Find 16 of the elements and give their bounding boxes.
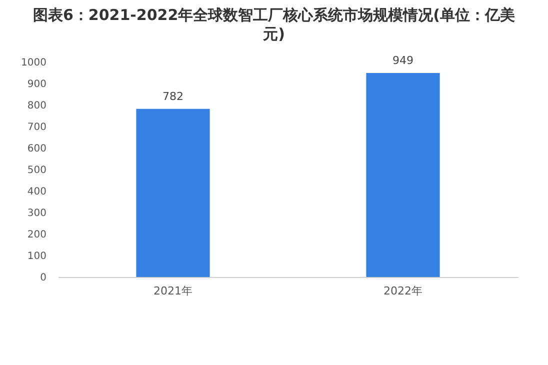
y-tick-label: 900 [27, 79, 46, 90]
y-tick-label: 100 [27, 251, 46, 262]
y-tick-label: 0 [40, 272, 46, 284]
y-tick-label: 400 [27, 186, 46, 198]
x-tick-label: 2021年 [154, 284, 192, 298]
data-label: 949 [392, 54, 414, 67]
y-tick-label: 800 [27, 100, 46, 112]
x-tick-label: 2022年 [384, 284, 422, 298]
y-tick-label: 1000 [21, 58, 46, 68]
chart-title: 图表6：2021-2022年全球数智工厂核心系统市场规模情况(单位：亿美元) [32, 6, 516, 44]
y-tick-label: 300 [27, 208, 46, 219]
y-tick-label: 500 [27, 165, 46, 176]
data-label: 782 [162, 90, 184, 103]
y-tick-label: 600 [27, 144, 46, 154]
y-tick-label: 700 [27, 122, 46, 133]
y-tick-label: 200 [27, 230, 46, 240]
